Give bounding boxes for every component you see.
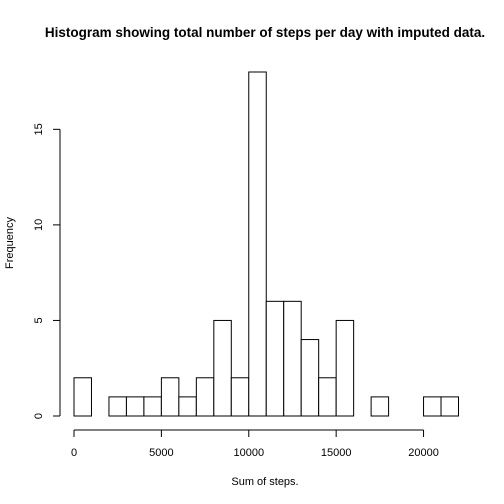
x-tick-label: 15000 xyxy=(321,447,352,459)
x-tick-label: 0 xyxy=(71,447,77,459)
y-axis: 0 5 10 15 xyxy=(33,123,61,419)
x-tick-label: 10000 xyxy=(233,447,264,459)
y-axis-label: Frequency xyxy=(4,217,16,269)
histogram-bar xyxy=(178,396,197,417)
chart-title: Histogram showing total number of steps … xyxy=(45,25,485,40)
y-tick-label: 10 xyxy=(33,219,45,231)
x-axis-label: Sum of steps. xyxy=(231,476,298,488)
histogram-bar xyxy=(423,396,442,417)
histogram-bar xyxy=(370,396,390,417)
histogram-bar xyxy=(335,319,355,417)
histogram-bar xyxy=(195,377,215,417)
histogram-bar xyxy=(265,300,285,417)
histogram-bar xyxy=(318,377,337,417)
histogram-bar xyxy=(283,300,302,417)
histogram-bar xyxy=(300,339,320,417)
x-tick-label: 5000 xyxy=(149,447,173,459)
histogram-bar xyxy=(73,377,92,417)
histogram-bar xyxy=(125,396,145,417)
y-tick-label: 0 xyxy=(33,413,45,419)
histogram-bar xyxy=(440,396,460,417)
histogram-bar xyxy=(108,396,127,417)
histogram-bar xyxy=(213,319,232,417)
bars-group xyxy=(73,71,460,417)
y-tick-label: 5 xyxy=(33,317,45,323)
x-tick-label: 20000 xyxy=(408,447,439,459)
y-tick-label: 15 xyxy=(33,123,45,135)
histogram-bar xyxy=(248,71,267,417)
x-axis: 0 5000 10000 15000 20000 xyxy=(71,429,439,459)
histogram-bar xyxy=(160,377,180,417)
histogram-bar xyxy=(230,377,250,417)
histogram-bar xyxy=(143,396,162,417)
